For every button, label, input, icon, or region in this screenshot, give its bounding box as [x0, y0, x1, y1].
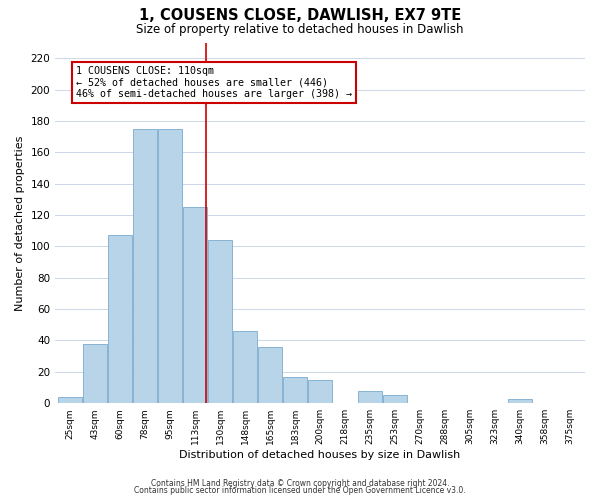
Bar [258, 346, 282, 403]
Bar [358, 390, 382, 403]
Bar [508, 398, 532, 403]
Bar [233, 331, 257, 403]
Bar [283, 376, 307, 403]
Bar [158, 129, 182, 403]
Bar [83, 344, 107, 403]
X-axis label: Distribution of detached houses by size in Dawlish: Distribution of detached houses by size … [179, 450, 461, 460]
Text: 1 COUSENS CLOSE: 110sqm
← 52% of detached houses are smaller (446)
46% of semi-d: 1 COUSENS CLOSE: 110sqm ← 52% of detache… [76, 66, 352, 99]
Bar [308, 380, 332, 403]
Y-axis label: Number of detached properties: Number of detached properties [15, 135, 25, 310]
Bar [183, 207, 207, 403]
Bar [383, 396, 407, 403]
Bar [108, 236, 132, 403]
Text: Size of property relative to detached houses in Dawlish: Size of property relative to detached ho… [136, 22, 464, 36]
Text: Contains HM Land Registry data © Crown copyright and database right 2024.: Contains HM Land Registry data © Crown c… [151, 478, 449, 488]
Text: Contains public sector information licensed under the Open Government Licence v3: Contains public sector information licen… [134, 486, 466, 495]
Bar [58, 397, 82, 403]
Bar [208, 240, 232, 403]
Text: 1, COUSENS CLOSE, DAWLISH, EX7 9TE: 1, COUSENS CLOSE, DAWLISH, EX7 9TE [139, 8, 461, 22]
Bar [133, 129, 157, 403]
